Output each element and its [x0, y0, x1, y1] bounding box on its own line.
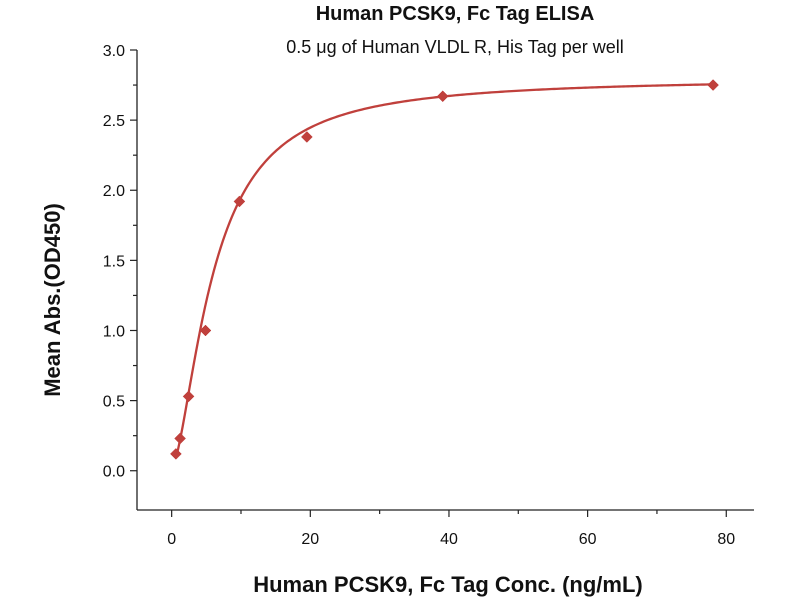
data-point: [174, 432, 186, 445]
data-point: [300, 131, 313, 143]
y-tick-label: 0.5: [103, 394, 125, 411]
x-tick-label: 40: [440, 531, 458, 548]
y-tick-label: 1.5: [103, 253, 125, 270]
x-tick-label: 60: [579, 531, 597, 548]
y-tick-label: 2.5: [103, 113, 125, 130]
y-tick-label: 1.0: [103, 323, 125, 340]
fit-layer: [174, 83, 714, 459]
y-axis-label: Mean Abs.(OD450): [40, 203, 65, 397]
x-tick-label: 20: [301, 531, 319, 548]
data-point: [707, 79, 719, 91]
y-tick-label: 0.0: [103, 464, 125, 481]
x-tick-label: 0: [167, 531, 176, 548]
x-tick-label: 80: [717, 531, 735, 548]
data-point: [436, 90, 449, 103]
data-point: [199, 324, 212, 337]
chart-subtitle: 0.5 μg of Human VLDL R, His Tag per well: [286, 37, 624, 57]
data-point: [182, 390, 195, 403]
y-tick-label: 2.0: [103, 183, 125, 200]
y-tick-label: 3.0: [103, 43, 125, 60]
axes: 0.0 0.5 1.0 1.5 2.0 2.5 3.0 0 20 40 60 80: [103, 43, 754, 548]
x-axis-label: Human PCSK9, Fc Tag Conc. (ng/mL): [253, 572, 643, 597]
fit-curve: [174, 83, 714, 459]
data-point: [233, 195, 246, 208]
data-point: [170, 448, 182, 460]
chart-title: Human PCSK9, Fc Tag ELISA: [316, 3, 595, 25]
points-layer: [170, 79, 719, 460]
